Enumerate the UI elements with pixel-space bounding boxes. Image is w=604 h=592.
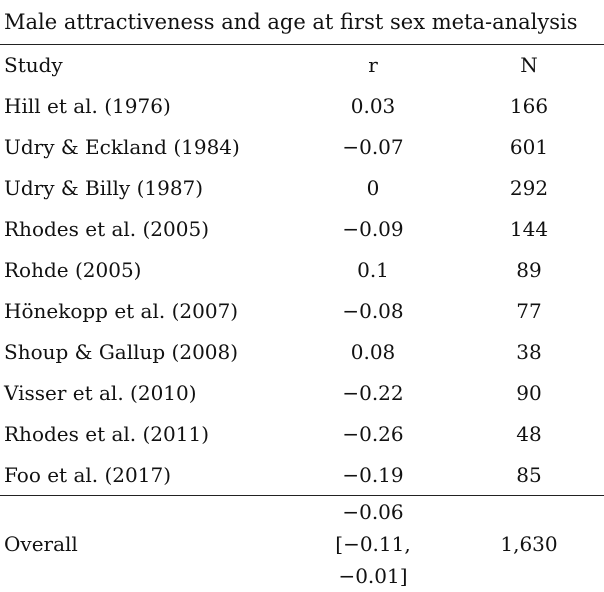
r-cell: 0.08	[292, 331, 454, 372]
overall-r-value: −0.06 [−0.11, −0.01]	[303, 496, 443, 592]
n-cell: 166	[454, 85, 604, 126]
table-row: Udry & Eckland (1984) −0.07 601	[0, 126, 604, 167]
n-cell: 601	[454, 126, 604, 167]
table-row: Visser et al. (2010) −0.22 90	[0, 372, 604, 413]
n-cell: 48	[454, 413, 604, 454]
table-row: Foo et al. (2017) −0.19 85	[0, 454, 604, 496]
r-cell: 0	[292, 167, 454, 208]
study-cell: Shoup & Gallup (2008)	[0, 331, 292, 372]
study-cell: Rohde (2005)	[0, 249, 292, 290]
r-cell: −0.19	[292, 454, 454, 496]
overall-r-cell: −0.06 [−0.11, −0.01]	[292, 496, 454, 592]
overall-n-cell: 1,630	[454, 496, 604, 592]
column-header-study: Study	[0, 45, 292, 86]
n-cell: 144	[454, 208, 604, 249]
n-cell: 89	[454, 249, 604, 290]
study-cell: Rhodes et al. (2005)	[0, 208, 292, 249]
study-cell: Udry & Eckland (1984)	[0, 126, 292, 167]
table-row: Udry & Billy (1987) 0 292	[0, 167, 604, 208]
table-row: Rhodes et al. (2005) −0.09 144	[0, 208, 604, 249]
column-header-n: N	[454, 45, 604, 86]
r-cell: −0.09	[292, 208, 454, 249]
table-row: Hönekopp et al. (2007) −0.08 77	[0, 290, 604, 331]
r-cell: −0.08	[292, 290, 454, 331]
r-cell: −0.22	[292, 372, 454, 413]
table-row: Rhodes et al. (2011) −0.26 48	[0, 413, 604, 454]
n-cell: 85	[454, 454, 604, 496]
overall-row: Overall −0.06 [−0.11, −0.01] 1,630	[0, 496, 604, 592]
column-header-r: r	[292, 45, 454, 86]
header-row: Study r N	[0, 45, 604, 86]
r-cell: 0.1	[292, 249, 454, 290]
study-cell: Udry & Billy (1987)	[0, 167, 292, 208]
n-cell: 38	[454, 331, 604, 372]
study-cell: Hönekopp et al. (2007)	[0, 290, 292, 331]
table-caption: Male attractiveness and age at first sex…	[0, 0, 604, 44]
r-cell: 0.03	[292, 85, 454, 126]
study-cell: Hill et al. (1976)	[0, 85, 292, 126]
n-cell: 90	[454, 372, 604, 413]
n-cell: 292	[454, 167, 604, 208]
meta-analysis-table: Study r N Hill et al. (1976) 0.03 166 Ud…	[0, 44, 604, 592]
study-cell: Rhodes et al. (2011)	[0, 413, 292, 454]
table-row: Hill et al. (1976) 0.03 166	[0, 85, 604, 126]
table-row: Shoup & Gallup (2008) 0.08 38	[0, 331, 604, 372]
meta-analysis-table-container: Male attractiveness and age at first sex…	[0, 0, 604, 562]
table-row: Rohde (2005) 0.1 89	[0, 249, 604, 290]
r-cell: −0.26	[292, 413, 454, 454]
study-cell: Foo et al. (2017)	[0, 454, 292, 496]
overall-label: Overall	[0, 496, 292, 592]
n-cell: 77	[454, 290, 604, 331]
study-cell: Visser et al. (2010)	[0, 372, 292, 413]
r-cell: −0.07	[292, 126, 454, 167]
